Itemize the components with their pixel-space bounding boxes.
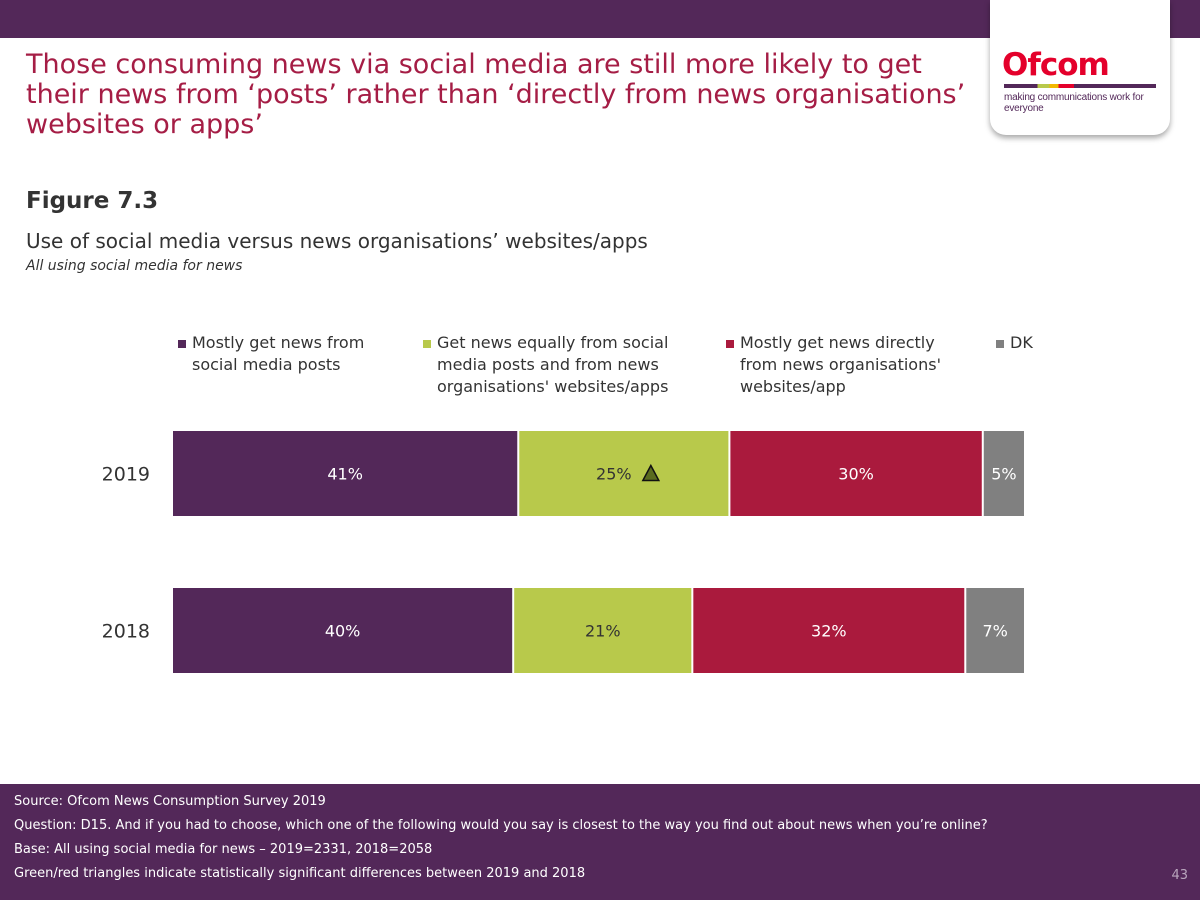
bar-segment-2018-3 [966, 588, 1024, 673]
category-label-2019: 2019 [102, 464, 150, 486]
page-number: 43 [1171, 868, 1188, 883]
page-title: Those consuming news via social media ar… [26, 49, 966, 140]
legend-item-equally: Get news equally from social media posts… [423, 332, 697, 398]
footer-note: Green/red triangles indicate statistical… [14, 866, 586, 881]
stacked-bar-chart: 2019 41% 25% 30% 5% 2018 40% 21% 32% 7% [102, 431, 1024, 673]
logo-tagline: making communications work for everyone [1004, 92, 1144, 114]
legend-item-dk: DK [996, 332, 1070, 354]
legend-label-directly: Mostly get news directly from news organ… [740, 333, 941, 396]
data-label-2019-1: 25% [596, 465, 632, 484]
bar-segment-2019-3 [983, 431, 1024, 516]
logo-stripe [1004, 84, 1156, 88]
legend-label-social-posts: Mostly get news from social media posts [192, 333, 365, 374]
data-label-2019-3: 5% [991, 465, 1016, 484]
legend-item-directly: Mostly get news directly from news organ… [726, 332, 970, 398]
bar-segment-2018-1 [514, 588, 692, 673]
data-label-2018-2: 32% [811, 622, 847, 641]
chart-title: Use of social media versus news organisa… [26, 229, 648, 253]
significance-triangle-icon [641, 463, 661, 482]
bar-segment-2018-0 [173, 588, 513, 673]
bar-segment-2019-1 [519, 431, 729, 516]
logo-word: Ofcom [1002, 47, 1110, 83]
data-label-2019-2: 30% [838, 465, 874, 484]
chart-subtitle: All using social media for news [26, 258, 243, 274]
legend-swatch-equally [423, 340, 431, 348]
footer-source: Source: Ofcom News Consumption Survey 20… [14, 794, 326, 809]
data-label-2019-0: 41% [327, 465, 363, 484]
data-label-2018-3: 7% [982, 622, 1007, 641]
data-label-2018-0: 40% [325, 622, 361, 641]
category-label-2018: 2018 [102, 621, 150, 643]
ofcom-logo: Ofcom making communications work for eve… [990, 0, 1170, 135]
legend-swatch-directly [726, 340, 734, 348]
legend-swatch-social-posts [178, 340, 186, 348]
legend-label-equally: Get news equally from social media posts… [437, 333, 669, 396]
data-label-2018-1: 21% [585, 622, 621, 641]
footer-question: Question: D15. And if you had to choose,… [14, 818, 988, 833]
bar-segment-2018-2 [693, 588, 965, 673]
legend-item-social-posts: Mostly get news from social media posts [178, 332, 402, 376]
legend-swatch-dk [996, 340, 1004, 348]
footer: Source: Ofcom News Consumption Survey 20… [0, 784, 1200, 900]
bar-segment-2019-0 [173, 431, 518, 516]
footer-base: Base: All using social media for news – … [14, 842, 433, 857]
bar-segment-2019-2 [730, 431, 982, 516]
legend-label-dk: DK [1010, 333, 1033, 352]
figure-label: Figure 7.3 [26, 188, 159, 214]
